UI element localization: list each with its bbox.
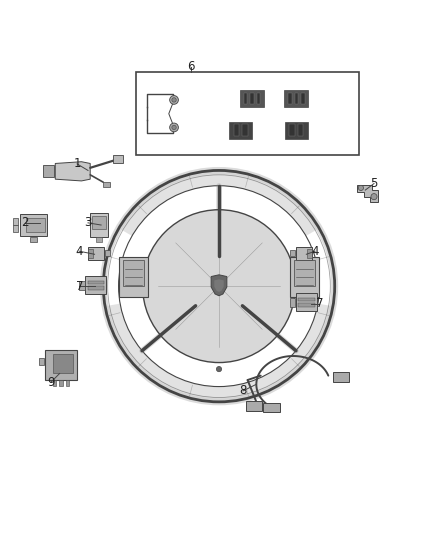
Bar bbox=[298, 303, 314, 306]
Bar bbox=[119, 257, 148, 297]
Polygon shape bbox=[214, 279, 224, 292]
Bar bbox=[92, 216, 106, 229]
Bar bbox=[290, 124, 295, 136]
Bar bbox=[88, 247, 104, 260]
Bar bbox=[103, 182, 110, 187]
Bar bbox=[290, 257, 319, 297]
Bar bbox=[13, 218, 18, 225]
Circle shape bbox=[358, 185, 364, 190]
Bar bbox=[43, 165, 54, 177]
Wedge shape bbox=[119, 171, 319, 236]
Bar bbox=[307, 249, 312, 258]
Bar bbox=[113, 155, 123, 163]
Bar bbox=[250, 93, 254, 104]
Bar bbox=[96, 238, 102, 242]
Bar bbox=[20, 214, 47, 236]
Bar bbox=[290, 298, 295, 306]
Bar bbox=[257, 93, 260, 104]
Bar bbox=[90, 213, 108, 237]
Bar bbox=[301, 93, 305, 104]
Circle shape bbox=[371, 193, 377, 200]
Bar bbox=[246, 401, 262, 411]
Circle shape bbox=[170, 95, 178, 104]
Text: 8: 8 bbox=[239, 384, 247, 398]
Bar bbox=[244, 93, 247, 104]
Polygon shape bbox=[55, 161, 90, 181]
Bar bbox=[85, 276, 106, 294]
Text: 9: 9 bbox=[47, 376, 55, 389]
Bar bbox=[230, 122, 252, 139]
Bar bbox=[263, 402, 280, 412]
Circle shape bbox=[172, 125, 176, 130]
Text: 5: 5 bbox=[370, 177, 378, 190]
Text: 3: 3 bbox=[85, 216, 92, 229]
Text: 2: 2 bbox=[21, 216, 28, 229]
Bar bbox=[29, 237, 37, 242]
Bar bbox=[45, 350, 77, 379]
Bar bbox=[298, 124, 304, 136]
Bar bbox=[284, 91, 308, 107]
Text: 7: 7 bbox=[75, 280, 83, 293]
Bar bbox=[290, 251, 295, 256]
Text: 4: 4 bbox=[75, 245, 83, 258]
Bar bbox=[26, 217, 45, 232]
Circle shape bbox=[143, 210, 295, 362]
Bar bbox=[240, 91, 264, 107]
Bar bbox=[88, 249, 93, 258]
Bar bbox=[243, 124, 247, 136]
Bar bbox=[66, 381, 69, 386]
Bar bbox=[105, 251, 110, 256]
Bar bbox=[88, 281, 104, 285]
Bar bbox=[88, 286, 104, 289]
Bar bbox=[296, 293, 317, 311]
Bar bbox=[13, 225, 18, 232]
Text: 1: 1 bbox=[73, 157, 81, 171]
Bar bbox=[234, 124, 239, 136]
Polygon shape bbox=[357, 185, 378, 203]
Bar bbox=[79, 281, 85, 289]
Text: 6: 6 bbox=[187, 60, 194, 73]
Text: 7: 7 bbox=[316, 297, 323, 310]
Bar bbox=[333, 373, 350, 382]
Bar bbox=[293, 260, 315, 286]
Bar bbox=[295, 93, 298, 104]
Circle shape bbox=[172, 98, 176, 102]
Bar bbox=[288, 93, 292, 104]
Bar bbox=[123, 260, 145, 286]
Bar bbox=[39, 358, 44, 365]
Bar bbox=[298, 298, 314, 302]
Polygon shape bbox=[211, 275, 227, 296]
Bar bbox=[53, 381, 56, 386]
Circle shape bbox=[170, 123, 178, 132]
Bar bbox=[136, 72, 359, 155]
Circle shape bbox=[216, 367, 222, 372]
Text: 4: 4 bbox=[311, 245, 319, 258]
Bar bbox=[53, 354, 74, 373]
Bar bbox=[285, 122, 308, 139]
Wedge shape bbox=[105, 304, 333, 402]
Bar bbox=[296, 247, 312, 260]
Bar bbox=[59, 381, 63, 386]
